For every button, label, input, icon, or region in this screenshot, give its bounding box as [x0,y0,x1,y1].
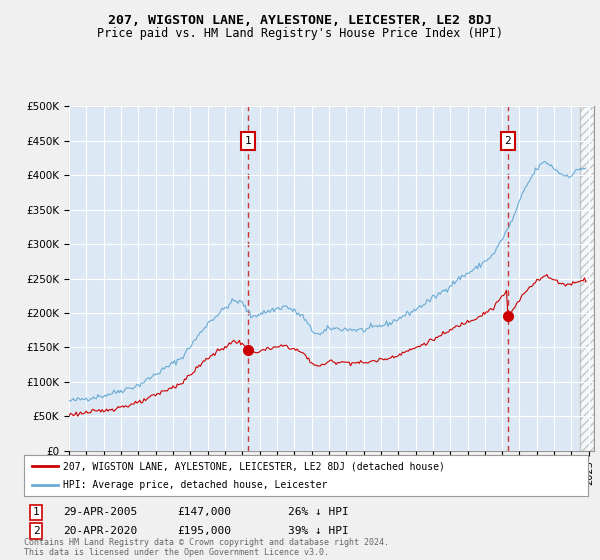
Text: 39% ↓ HPI: 39% ↓ HPI [288,526,349,536]
Text: 29-APR-2005: 29-APR-2005 [63,507,137,517]
Text: 2: 2 [32,526,40,536]
Text: 20-APR-2020: 20-APR-2020 [63,526,137,536]
Text: 26% ↓ HPI: 26% ↓ HPI [288,507,349,517]
Text: £147,000: £147,000 [177,507,231,517]
Text: 207, WIGSTON LANE, AYLESTONE, LEICESTER, LE2 8DJ (detached house): 207, WIGSTON LANE, AYLESTONE, LEICESTER,… [64,461,445,471]
Text: Contains HM Land Registry data © Crown copyright and database right 2024.
This d: Contains HM Land Registry data © Crown c… [24,538,389,557]
Text: 207, WIGSTON LANE, AYLESTONE, LEICESTER, LE2 8DJ: 207, WIGSTON LANE, AYLESTONE, LEICESTER,… [108,14,492,27]
Text: £195,000: £195,000 [177,526,231,536]
Text: Price paid vs. HM Land Registry's House Price Index (HPI): Price paid vs. HM Land Registry's House … [97,27,503,40]
Text: 1: 1 [32,507,40,517]
Text: HPI: Average price, detached house, Leicester: HPI: Average price, detached house, Leic… [64,480,328,489]
Bar [580,106,594,451]
Text: 1: 1 [245,136,251,146]
Text: 2: 2 [505,136,511,146]
